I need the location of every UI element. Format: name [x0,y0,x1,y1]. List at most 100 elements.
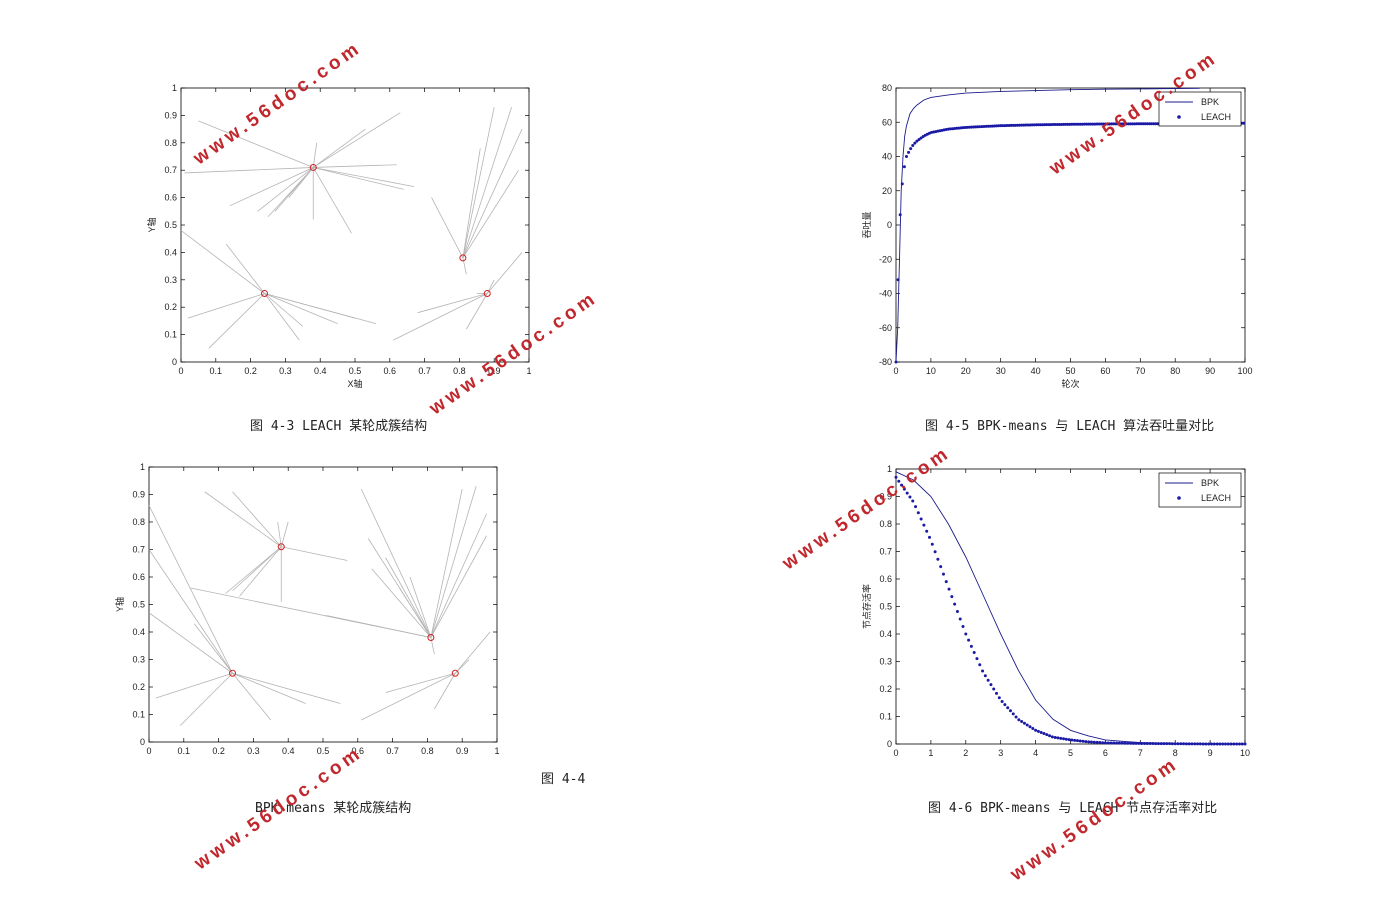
y-tick-label: 0.1 [879,712,892,722]
cluster-link [225,243,265,294]
y-tick-label: 0.6 [132,572,145,582]
series-point-leach [1064,737,1068,741]
cluster-link [198,120,314,168]
series-point-leach [1026,123,1030,127]
y-tick-label: -80 [879,357,892,367]
y-tick-label: 0.7 [164,165,177,175]
series-point-leach [1095,122,1099,126]
series-point-leach [1085,122,1089,126]
series-point-leach [1095,740,1099,744]
series-point-leach [1053,123,1057,127]
series-point-leach [894,360,898,364]
x-tick-label: 30 [996,366,1006,376]
series-point-leach [1001,124,1005,128]
series-point-leach [900,182,904,186]
series-point-leach [1007,123,1011,127]
series-point-leach [1147,122,1151,126]
series-point-leach [1067,738,1071,742]
series-point-leach [1120,741,1124,745]
y-axis-label: 吞吐量 [862,211,872,238]
series-point-leach [1165,742,1169,746]
y-tick-label: 0.8 [132,517,145,527]
cluster-link [466,293,488,330]
cluster-link [371,568,432,638]
series-point-leach [972,650,976,654]
cluster-link [148,505,233,674]
series-point-leach [1036,123,1040,127]
series-point-leach [1173,742,1177,746]
series-point-leach [1034,728,1038,732]
series-point-leach [1017,718,1021,722]
cluster-link [257,167,314,212]
series-point-leach [1013,123,1017,127]
series-point-leach [1036,729,1040,733]
x-tick-label: 0.7 [418,366,431,376]
x-tick-label: 1 [526,366,531,376]
series-point-leach [1020,123,1024,127]
series-point-leach [1050,735,1054,739]
legend-swatch-leach [1177,115,1181,119]
series-point-leach [995,691,999,695]
cluster-head-marker [459,254,467,262]
series-point-leach [1030,123,1034,127]
series-point-leach [894,475,898,479]
series-point-leach [1068,122,1072,126]
series-point-leach [1129,122,1133,126]
series-point-leach [997,696,1001,700]
cluster-link [264,293,376,325]
series-point-leach [1022,721,1026,725]
series-point-leach [1025,723,1029,727]
plot-frame [895,468,1246,745]
cluster-link [360,488,432,638]
series-point-leach [1081,739,1085,743]
cluster-link [462,169,519,259]
y-tick-label: 1 [887,464,892,474]
series-point-leach [1045,123,1049,127]
y-tick-label: 0.4 [164,247,177,257]
x-tick-label: 0.6 [352,746,365,756]
series-point-leach [978,663,982,667]
series-point-leach [1209,742,1213,746]
x-tick-label: 0 [893,748,898,758]
x-tick-label: 0.6 [384,366,397,376]
series-point-leach [1099,122,1103,126]
cluster-link [225,546,282,594]
plot-frame [148,466,498,743]
cluster-link [393,293,488,341]
series-point-leach [1154,122,1158,126]
series-point-leach [1091,122,1095,126]
cluster-link [155,672,233,699]
series-point-leach [1187,742,1191,746]
series-point-leach [919,517,923,521]
series-point-leach [1101,122,1105,126]
series-point-leach [989,683,993,687]
series-point-leach [1048,734,1052,738]
series-point-leach [1151,742,1155,746]
series-point-leach [1145,122,1149,126]
series-point-leach [969,644,973,648]
series-point-leach [1003,124,1007,128]
series-point-leach [900,483,904,487]
cluster-link [264,293,300,341]
series-point-leach [1115,741,1119,745]
series-point-leach [1141,122,1145,126]
series-point-leach [1212,742,1216,746]
y-tick-label: 0.4 [879,629,892,639]
x-tick-label: 0.8 [421,746,434,756]
y-tick-label: 0.6 [879,574,892,584]
series-point-leach [999,124,1003,128]
series-point-leach [1133,122,1137,126]
series-point-leach [1062,122,1066,126]
series-point-leach [904,155,908,158]
series-point-leach [1105,122,1109,126]
x-tick-label: 0 [146,746,151,756]
series-point-leach [961,625,965,629]
y-tick-label: 0.8 [879,519,892,529]
series-point-leach [1031,726,1035,730]
series-point-leach [1109,741,1113,745]
series-point-leach [1049,123,1053,127]
x-tick-label: 0.7 [386,746,399,756]
series-point-leach [1011,712,1015,716]
series-point-leach [1062,737,1066,741]
